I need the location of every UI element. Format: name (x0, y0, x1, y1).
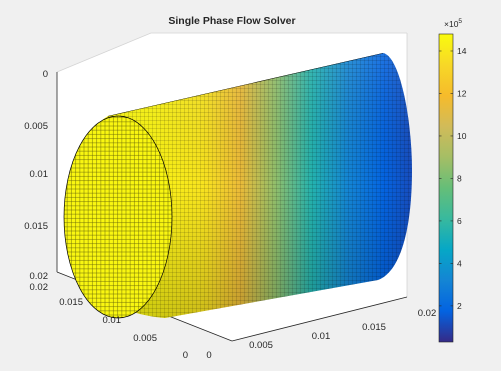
y-tick-label: 0.02 (30, 282, 49, 293)
x-tick-label: 0.01 (312, 331, 331, 342)
colorbar-tick-label: 8 (457, 173, 462, 183)
z-axis-tick-labels: 0 0.005 0.01 0.015 0.02 (24, 69, 48, 282)
colorbar-multiplier-exponent: 5 (458, 18, 462, 25)
colorbar-tick-label: 12 (457, 88, 467, 98)
colorbar-tick-label: 10 (457, 131, 467, 141)
colorbar-tick-label: 6 (457, 216, 462, 226)
x-tick-label: 0.015 (362, 322, 386, 333)
x-tick-label: 0.02 (418, 308, 437, 319)
x-tick-label: 0.005 (249, 340, 273, 351)
z-tick-label: 0.015 (24, 221, 48, 232)
x-tick-label: 0 (206, 350, 211, 361)
y-tick-label: 0.01 (103, 315, 122, 326)
colorbar: 2 4 6 8 10 12 14 ×105 (439, 18, 467, 342)
colorbar-tick-label: 4 (457, 258, 462, 268)
y-tick-label: 0 (183, 350, 188, 361)
z-tick-label: 0 (43, 69, 48, 80)
chart-title: Single Phase Flow Solver (168, 15, 295, 27)
colorbar-multiplier: ×105 (444, 18, 462, 29)
y-tick-label: 0.015 (59, 297, 83, 308)
colorbar-ramp (439, 34, 453, 342)
z-tick-label: 0.005 (24, 121, 48, 132)
colorbar-tick-label: 2 (457, 301, 462, 311)
z-tick-label: 0.01 (30, 169, 49, 180)
y-tick-label: 0.005 (133, 333, 157, 344)
colorbar-multiplier-base: ×10 (444, 19, 459, 29)
colorbar-tick-label: 14 (457, 46, 467, 56)
z-tick-label: 0.02 (30, 271, 49, 282)
